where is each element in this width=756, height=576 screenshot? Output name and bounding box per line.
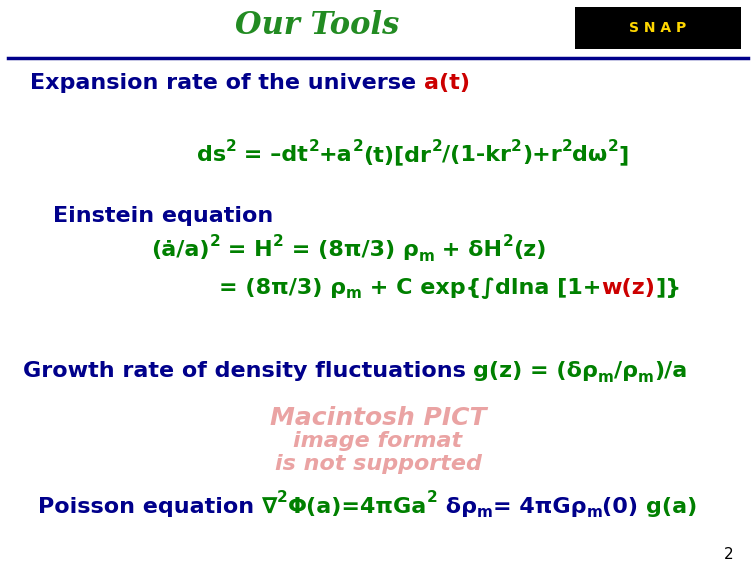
Text: = (8π/3) ρ: = (8π/3) ρ [219,278,346,298]
Text: m: m [598,370,614,385]
Text: Growth rate of density fluctuations: Growth rate of density fluctuations [23,361,473,381]
Text: (z): (z) [513,240,547,260]
Text: w(z): w(z) [602,278,655,298]
Text: 2: 2 [273,234,284,249]
Text: m: m [587,505,603,520]
Text: Expansion rate of the universe: Expansion rate of the universe [30,73,424,93]
Text: 2: 2 [427,490,438,505]
Text: = H: = H [221,240,273,260]
Text: ]}: ]} [655,278,681,298]
Text: +a: +a [319,145,353,165]
Text: )/a: )/a [654,361,687,381]
Text: Poisson equation: Poisson equation [38,497,262,517]
Text: 2: 2 [209,234,221,249]
Text: image format: image format [293,431,463,450]
Text: 2: 2 [226,139,237,154]
Text: ]: ] [618,145,629,165]
Text: = (8π/3) ρ: = (8π/3) ρ [284,240,419,260]
Text: 2: 2 [353,139,364,154]
Text: S N A P: S N A P [629,21,686,35]
Text: m: m [477,505,493,520]
Text: = 4πGρ: = 4πGρ [493,497,587,517]
Text: 2: 2 [308,139,319,154]
Text: m: m [638,370,654,385]
Text: is not supported: is not supported [274,454,482,473]
FancyBboxPatch shape [575,7,741,49]
Text: Our Tools: Our Tools [235,10,400,41]
Text: g(z) = (δρ: g(z) = (δρ [473,361,598,381]
Text: 2: 2 [511,139,522,154]
Text: m: m [419,249,435,264]
Text: /(1-kr: /(1-kr [442,145,511,165]
Text: ds: ds [197,145,226,165]
Text: (0): (0) [603,497,646,517]
Text: (t)[dr: (t)[dr [364,145,432,165]
Text: )+r: )+r [522,145,562,165]
Text: ∇: ∇ [262,497,277,517]
Text: Einstein equation: Einstein equation [53,206,273,226]
Text: 2: 2 [503,234,513,249]
Text: 2: 2 [432,139,442,154]
Text: dω: dω [572,145,608,165]
Text: Φ(a)=4πGa: Φ(a)=4πGa [288,497,427,517]
Text: 2: 2 [723,547,733,562]
Text: 2: 2 [277,490,288,505]
Text: + C exp{∫dlna [1+: + C exp{∫dlna [1+ [362,277,602,299]
Text: δρ: δρ [438,497,477,517]
Text: (ȧ/a): (ȧ/a) [151,240,209,260]
Text: m: m [346,286,362,301]
Text: g(a): g(a) [646,497,697,517]
Text: + δH: + δH [435,240,503,260]
Text: a(t): a(t) [424,73,470,93]
Text: 2: 2 [562,139,572,154]
Text: = –dt: = –dt [237,145,308,165]
Text: 2: 2 [608,139,618,154]
Text: /ρ: /ρ [614,361,638,381]
Text: Macintosh PICT: Macintosh PICT [270,406,486,430]
